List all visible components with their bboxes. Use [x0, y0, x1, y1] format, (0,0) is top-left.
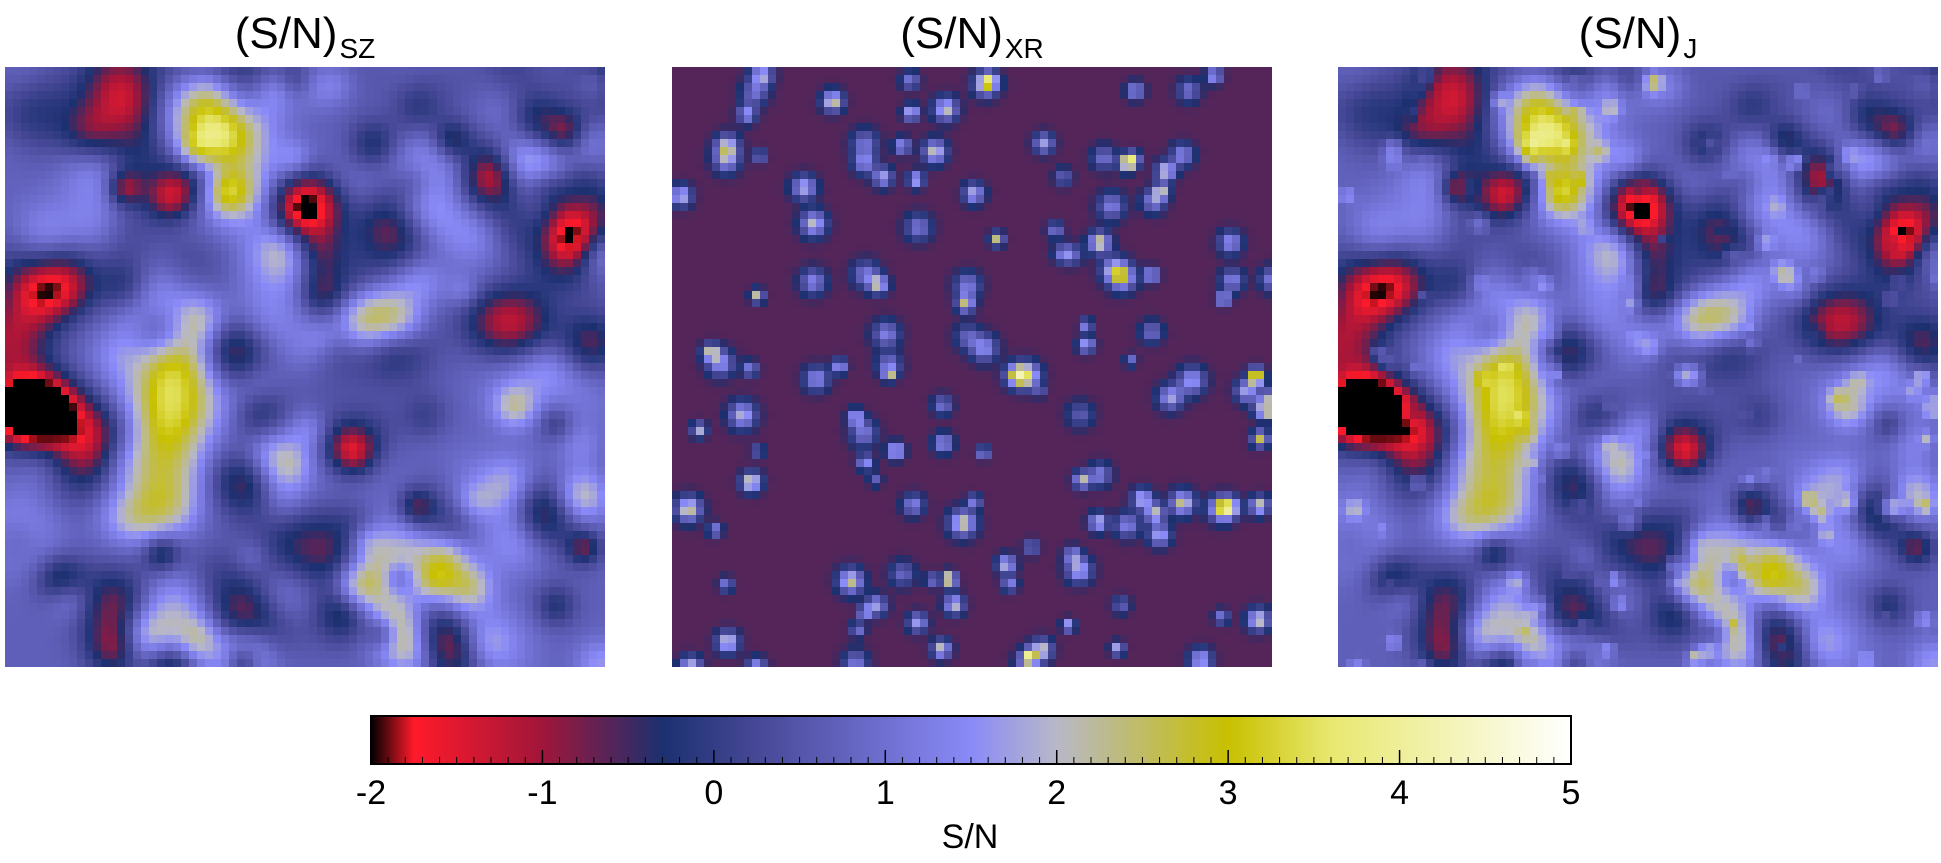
title-subscript: J	[1683, 33, 1698, 64]
colorbar-tick-label: 4	[1390, 774, 1409, 812]
title-main: (S/N)	[900, 9, 1003, 58]
sn-map-j	[1338, 67, 1938, 667]
title-subscript: SZ	[339, 33, 376, 64]
sn-map-xr	[672, 67, 1272, 667]
colorbar-tick-label: 2	[1047, 774, 1066, 812]
colorbar-axis-label: S/N	[941, 818, 999, 856]
colorbar-tick-label: -2	[356, 774, 386, 812]
title-main: (S/N)	[1578, 9, 1682, 58]
panel-title-sz: (S/N)SZ	[5, 4, 605, 64]
title-main: (S/N)	[234, 9, 338, 58]
sn-map-xr-heatmap	[672, 67, 1272, 667]
colorbar-tick-label: 0	[704, 774, 723, 812]
sn-map-sz-heatmap	[5, 67, 605, 667]
colorbar-tick-label: 3	[1219, 774, 1238, 812]
sn-map-sz	[5, 67, 605, 667]
panel-title-xr: (S/N)XR	[672, 4, 1272, 64]
colorbar-gradient	[370, 715, 1572, 765]
colorbar-tick-label: 1	[876, 774, 895, 812]
title-subscript: XR	[1004, 33, 1044, 64]
sn-map-j-heatmap	[1338, 67, 1938, 667]
colorbar-tick-label: -1	[527, 774, 557, 812]
colorbar-tick-label: 5	[1562, 774, 1581, 812]
panel-title-j: (S/N)J	[1338, 4, 1938, 64]
